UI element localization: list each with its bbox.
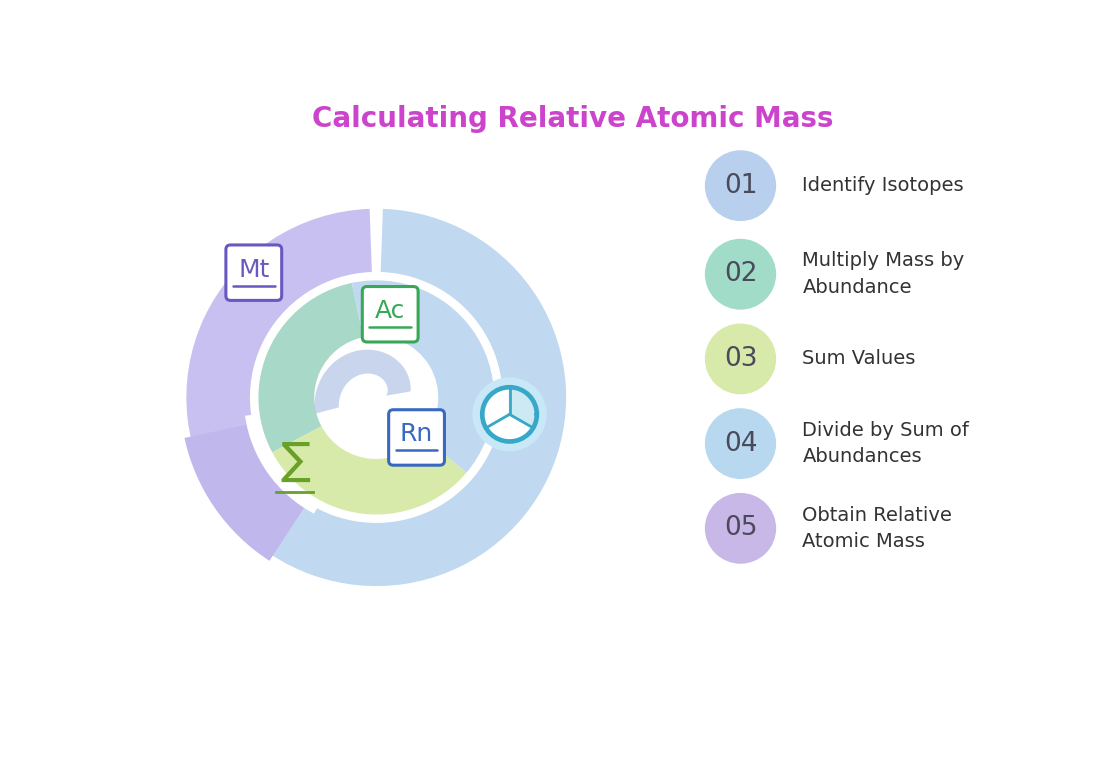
Wedge shape [235,209,566,586]
Wedge shape [187,209,372,514]
FancyBboxPatch shape [388,410,444,465]
Text: Mt: Mt [238,258,270,282]
Circle shape [705,324,777,394]
Text: Calculating Relative Atomic Mass: Calculating Relative Atomic Mass [312,105,834,133]
Text: Ac: Ac [375,299,405,323]
Text: 05: 05 [724,515,758,541]
Wedge shape [185,422,311,561]
FancyBboxPatch shape [226,245,282,300]
Wedge shape [258,283,364,453]
Text: Rn: Rn [399,422,433,446]
Circle shape [481,387,537,442]
Circle shape [472,377,547,451]
Polygon shape [314,349,411,414]
Polygon shape [265,513,318,546]
FancyBboxPatch shape [363,287,419,342]
Text: 01: 01 [724,173,758,199]
Text: 03: 03 [724,346,758,372]
Wedge shape [245,414,320,514]
Text: ∑: ∑ [281,440,311,483]
Circle shape [705,150,777,221]
Text: 04: 04 [724,431,758,456]
Wedge shape [272,426,467,515]
Circle shape [705,493,777,564]
Circle shape [705,239,777,309]
Text: Obtain Relative
Atomic Mass: Obtain Relative Atomic Mass [802,506,952,551]
Text: Multiply Mass by
Abundance: Multiply Mass by Abundance [802,252,965,297]
Text: Identify Isotopes: Identify Isotopes [802,176,965,195]
Text: Sum Values: Sum Values [802,349,915,368]
Text: 02: 02 [724,262,758,287]
Text: Divide by Sum of
Abundances: Divide by Sum of Abundances [802,421,969,466]
Polygon shape [509,388,536,428]
Circle shape [705,409,777,479]
Wedge shape [351,280,495,473]
